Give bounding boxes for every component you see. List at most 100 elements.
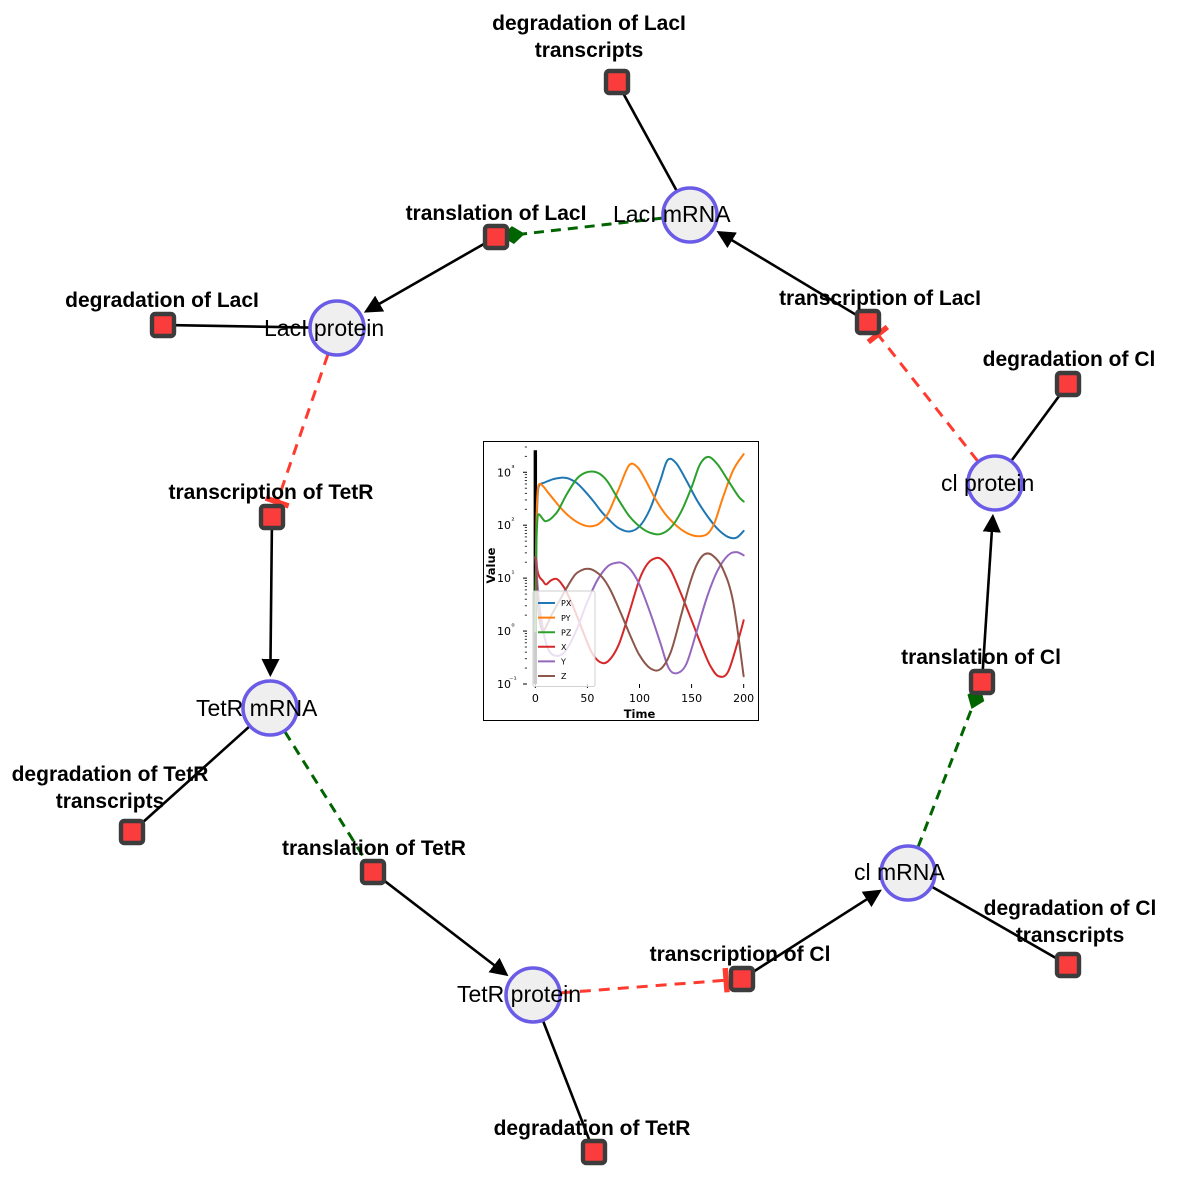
node-layer	[118, 68, 1082, 1166]
reaction-label-line: translation of TetR	[282, 837, 466, 860]
series-line-PY	[534, 453, 745, 633]
species-node-laci_prot[interactable]	[308, 299, 366, 357]
reaction-label-translation_cl: translation of Cl	[901, 646, 1061, 669]
species-label-cl_mrna: cl mRNA	[854, 859, 945, 885]
plot-axis-titles: Time Value	[484, 547, 655, 721]
y-tick-exponent: ²	[511, 516, 514, 525]
x-tick-label: 100	[629, 692, 650, 705]
y-tick-label: 10	[497, 625, 511, 638]
reaction-label-line: translation of Cl	[901, 646, 1061, 669]
species-node-laci_mrna[interactable]	[661, 186, 719, 244]
reaction-label-deg_cl_transcripts: degradation of Cl transcripts	[984, 897, 1157, 947]
reaction-label-line: transcription of TetR	[169, 481, 374, 504]
plot-axis-ticks: 10⁻¹10 ⁰10 ¹10 ²10 ³0 50 100 150 200	[497, 446, 754, 705]
reaction-label-transcription_tetr: transcription of TetR	[169, 481, 374, 504]
series-line-PX	[534, 457, 745, 633]
legend-label-Y: Y	[560, 658, 566, 667]
species-label-cl_prot: cl protein	[941, 470, 1034, 496]
edge-layer	[140, 91, 1062, 1142]
reaction-label-line: transcription of Cl	[650, 943, 831, 966]
edge-inhibition	[866, 324, 979, 462]
edge-product	[500, 216, 663, 245]
reaction-label-translation_tetr: translation of TetR	[282, 837, 466, 860]
reaction-label-line: transcripts	[535, 39, 644, 62]
species-node-cl_mrna[interactable]	[879, 844, 937, 902]
series-line-PZ	[534, 455, 745, 633]
reaction-node-transcription_cl[interactable]	[728, 965, 756, 993]
edge-substrate	[751, 889, 882, 974]
reaction-label-line: transcripts	[1016, 924, 1125, 947]
reaction-label-line: degradation of Cl	[983, 348, 1156, 371]
reaction-label-translation_laci: translation of LacI	[406, 202, 587, 225]
reaction-label-line: degradation of LacI	[492, 12, 686, 35]
reaction-label-line: transcription of LacI	[779, 287, 981, 310]
reaction-label-deg_tetr_transcripts: degradation of TetR transcripts	[12, 763, 209, 813]
species-label-laci_mrna: LacI mRNA	[613, 201, 731, 227]
edge-substrate	[174, 323, 310, 329]
legend-label-PZ: PZ	[561, 628, 572, 637]
y-tick-exponent: ⁰	[511, 622, 514, 631]
reaction-node-translation_laci[interactable]	[482, 223, 510, 251]
x-tick-label: 50	[580, 692, 594, 705]
y-tick-label: 10	[497, 519, 511, 532]
reaction-node-deg_tetr_transcripts[interactable]	[118, 818, 146, 846]
reaction-node-deg_cl_transcripts[interactable]	[1054, 951, 1082, 979]
reaction-label-deg_laci: degradation of LacI	[65, 289, 259, 312]
reaction-node-deg_tetr[interactable]	[580, 1138, 608, 1166]
reaction-node-deg_laci[interactable]	[149, 311, 177, 339]
edge-product	[916, 686, 985, 848]
reaction-label-transcription_laci: transcription of LacI	[779, 287, 981, 310]
edge-substrate	[140, 725, 251, 825]
species-node-tetr_mrna[interactable]	[241, 679, 299, 737]
legend-label-Z: Z	[561, 672, 567, 681]
edge-substrate	[261, 528, 280, 678]
reaction-label-line: degradation of TetR	[494, 1117, 691, 1140]
edge-inhibition	[264, 353, 330, 509]
edge-substrate	[716, 230, 859, 317]
reaction-label-deg_tetr: degradation of TetR	[494, 1117, 691, 1140]
y-tick-label: 10	[497, 678, 511, 691]
y-tick-exponent: ⁻¹	[509, 675, 516, 684]
x-tick-label: 0	[532, 692, 539, 705]
reaction-node-deg_laci_transcripts[interactable]	[603, 68, 631, 96]
y-axis-title: Value	[484, 547, 498, 583]
legend-label-PX: PX	[561, 599, 572, 608]
edge-product	[283, 730, 368, 863]
species-label-tetr_prot: TetR protein	[457, 981, 581, 1007]
x-tick-label: 200	[733, 692, 754, 705]
timecourse-inset-plot: 10 ⁻¹ 10 ⁰ 10 ¹ 10 ² 10 ³ 0 50 100 150 200 PX PY PZ X Y Z T…	[483, 441, 759, 721]
legend-label-X: X	[561, 643, 567, 652]
reaction-label-deg_laci_transcripts: degradation of LacI transcripts	[492, 12, 686, 62]
reaction-node-transcription_laci[interactable]	[854, 308, 882, 336]
edge-substrate	[981, 513, 1001, 671]
reaction-node-translation_cl[interactable]	[968, 668, 996, 696]
species-node-tetr_prot[interactable]	[504, 966, 562, 1024]
reaction-label-line: transcripts	[56, 790, 165, 813]
y-tick-label: 10	[497, 466, 511, 479]
edge-inhibition	[560, 967, 730, 995]
reaction-node-deg_cl[interactable]	[1054, 370, 1082, 398]
reaction-label-transcription_cl: transcription of Cl	[650, 943, 831, 966]
y-tick-exponent: ¹	[511, 569, 514, 578]
reaction-label-deg_cl: degradation of Cl	[983, 348, 1156, 371]
legend-box	[532, 590, 596, 688]
species-node-cl_prot[interactable]	[966, 454, 1024, 512]
reaction-node-translation_tetr[interactable]	[359, 858, 387, 886]
label-layer: LacI mRNA LacI protein TetR mRNA TetR prote…	[12, 12, 1157, 1140]
reaction-label-line: degradation of TetR	[12, 763, 209, 786]
y-tick-label: 10	[497, 572, 511, 585]
reaction-label-line: degradation of Cl	[984, 897, 1157, 920]
edge-substrate	[1010, 392, 1062, 462]
edge-substrate	[363, 241, 487, 313]
series-line-X	[534, 556, 745, 678]
edge-substrate	[541, 1020, 591, 1142]
edge-substrate	[931, 885, 1059, 961]
reaction-node-transcription_tetr[interactable]	[258, 503, 286, 531]
edge-substrate	[381, 878, 509, 977]
edge-substrate	[621, 91, 678, 192]
x-axis-title: Time	[624, 707, 656, 721]
x-tick-label: 150	[681, 692, 702, 705]
